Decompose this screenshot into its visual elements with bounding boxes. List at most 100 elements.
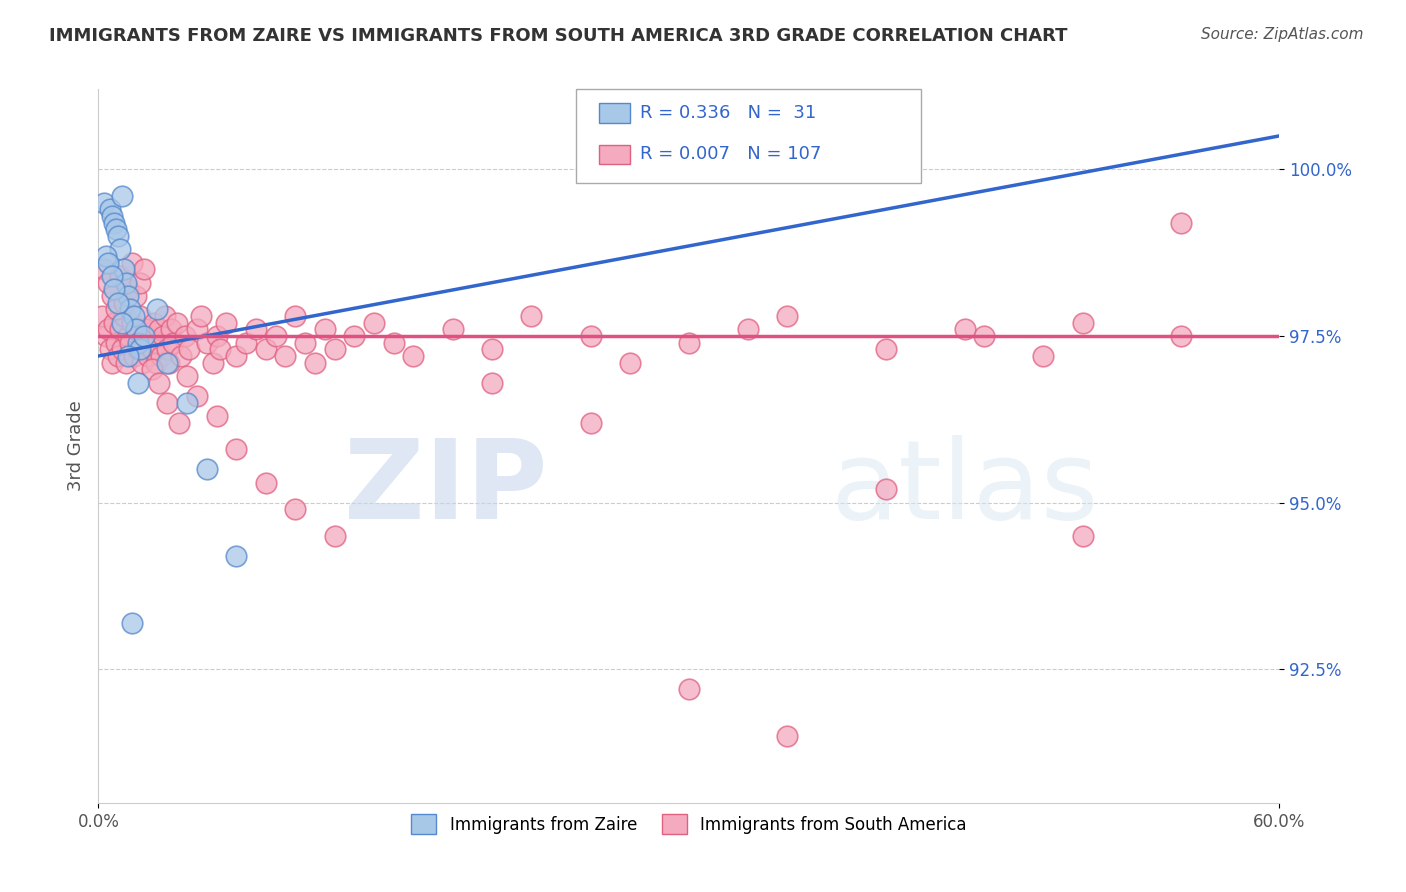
Point	[186, 322, 208, 336]
Text: R = 0.007   N = 107: R = 0.007 N = 107	[640, 145, 821, 163]
Point	[97, 322, 120, 336]
Point	[201, 356, 224, 370]
Text: atlas: atlas	[831, 435, 1099, 542]
Point	[245, 322, 267, 336]
Point	[264, 329, 287, 343]
Point	[363, 316, 385, 330]
Point	[215, 316, 238, 330]
Point	[254, 343, 277, 357]
Point	[176, 395, 198, 409]
Legend: Immigrants from Zaire, Immigrants from South America: Immigrants from Zaire, Immigrants from S…	[405, 807, 973, 841]
Point	[156, 395, 179, 409]
Point	[1170, 329, 1192, 343]
Point	[103, 316, 125, 330]
Point	[150, 349, 173, 363]
Point	[170, 349, 193, 363]
Point	[162, 335, 184, 350]
Text: IMMIGRANTS FROM ZAIRE VS IMMIGRANTS FROM SOUTH AMERICA 3RD GRADE CORRELATION CHA: IMMIGRANTS FROM ZAIRE VS IMMIGRANTS FROM…	[49, 27, 1067, 45]
Point	[108, 322, 131, 336]
Point	[132, 329, 155, 343]
Point	[121, 255, 143, 269]
Point	[115, 356, 138, 370]
Point	[101, 209, 124, 223]
Point	[112, 295, 135, 310]
Point	[98, 202, 121, 217]
Point	[97, 276, 120, 290]
Point	[117, 282, 139, 296]
Point	[156, 356, 179, 370]
Point	[402, 349, 425, 363]
Point	[141, 343, 163, 357]
Point	[579, 329, 602, 343]
Point	[195, 335, 218, 350]
Point	[107, 228, 129, 243]
Point	[323, 343, 346, 357]
Point	[111, 316, 134, 330]
Point	[101, 289, 124, 303]
Point	[138, 329, 160, 343]
Point	[776, 729, 799, 743]
Point	[103, 216, 125, 230]
Point	[117, 349, 139, 363]
Point	[152, 329, 174, 343]
Point	[108, 242, 131, 256]
Point	[125, 289, 148, 303]
Point	[441, 322, 464, 336]
Point	[128, 309, 150, 323]
Point	[294, 335, 316, 350]
Point	[127, 376, 149, 390]
Point	[776, 309, 799, 323]
Point	[97, 255, 120, 269]
Point	[107, 349, 129, 363]
Point	[156, 343, 179, 357]
Text: Source: ZipAtlas.com: Source: ZipAtlas.com	[1201, 27, 1364, 42]
Point	[314, 322, 336, 336]
Point	[91, 309, 114, 323]
Point	[125, 322, 148, 336]
Point	[105, 335, 128, 350]
Point	[284, 502, 307, 516]
Point	[105, 302, 128, 317]
Point	[121, 316, 143, 330]
Point	[105, 222, 128, 236]
Point	[323, 529, 346, 543]
Point	[135, 322, 157, 336]
Point	[111, 189, 134, 203]
Point	[112, 309, 135, 323]
Point	[1032, 349, 1054, 363]
Point	[875, 343, 897, 357]
Point	[481, 343, 503, 357]
Point	[1071, 316, 1094, 330]
Point	[125, 322, 148, 336]
Point	[619, 356, 641, 370]
Point	[174, 329, 197, 343]
Point	[115, 276, 138, 290]
Point	[148, 322, 170, 336]
Point	[254, 475, 277, 490]
Point	[93, 262, 115, 277]
Point	[111, 343, 134, 357]
Point	[157, 356, 180, 370]
Point	[343, 329, 366, 343]
Point	[141, 362, 163, 376]
Point	[118, 335, 141, 350]
Point	[122, 309, 145, 323]
Point	[1071, 529, 1094, 543]
Point	[127, 335, 149, 350]
Point	[148, 376, 170, 390]
Point	[1170, 216, 1192, 230]
Point	[112, 262, 135, 277]
Point	[195, 462, 218, 476]
Text: ZIP: ZIP	[344, 435, 547, 542]
Point	[481, 376, 503, 390]
Point	[101, 356, 124, 370]
Point	[205, 409, 228, 423]
Point	[127, 343, 149, 357]
Point	[186, 389, 208, 403]
Point	[146, 302, 169, 317]
Point	[678, 682, 700, 697]
Point	[167, 416, 190, 430]
Point	[177, 343, 200, 357]
Point	[284, 309, 307, 323]
Point	[205, 329, 228, 343]
